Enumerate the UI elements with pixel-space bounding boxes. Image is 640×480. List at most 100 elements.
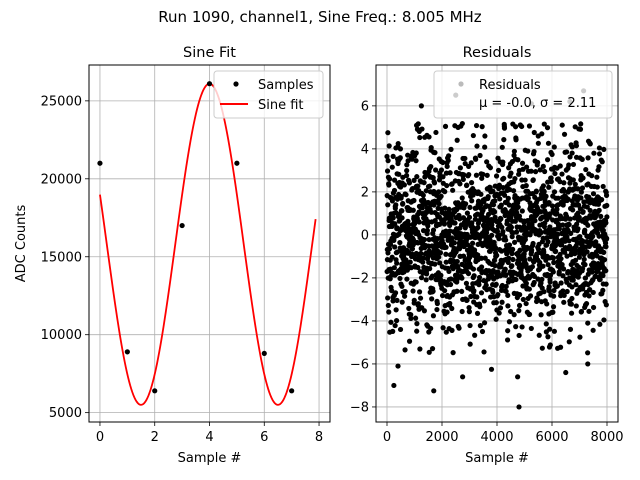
residual-point [432,150,438,156]
residual-point [603,281,609,287]
residuals-y-tick-label: 6 [361,99,369,114]
residual-point [427,183,433,189]
residual-point [429,296,435,302]
residual-point [454,137,460,143]
residual-point [498,216,504,222]
residual-point [457,181,463,187]
residual-point [470,132,476,139]
residual-point [416,219,422,225]
residual-point [411,197,417,204]
residual-point [391,265,397,271]
residual-point [508,308,514,315]
residual-point [551,144,557,150]
residual-point [394,260,400,266]
residual-point [446,153,452,159]
sine-fit-y-tick-label: 10000 [41,328,82,343]
residual-point [495,292,501,298]
residual-point [484,172,490,178]
residual-point [485,211,492,218]
residual-point [424,227,430,234]
sine-fit-y-tick-label: 15000 [41,250,82,265]
residual-point [444,163,450,170]
residual-point [596,233,602,239]
residual-point [466,214,473,220]
residual-point [397,146,404,152]
residual-point [599,159,605,165]
residual-point [516,308,522,314]
residual-point [603,268,609,274]
residual-point [423,277,429,283]
residual-point [601,249,607,255]
residual-point [465,270,472,277]
residual-point [538,229,544,236]
residual-point [450,266,456,272]
residual-point [572,257,579,263]
residual-point [394,249,400,255]
residuals-y-tick-label: −8 [350,400,369,415]
residual-point [479,264,485,270]
residual-point [483,282,489,288]
residual-point [444,309,450,315]
residual-point [430,175,436,181]
residual-point [589,173,595,179]
residual-point [385,302,391,309]
residual-point [459,275,465,281]
residual-point [528,325,534,332]
residual-point [569,295,575,302]
residual-point [600,287,606,293]
legend-residuals-label: Residuals [479,78,541,93]
residual-point [509,263,515,269]
residual-point [541,249,547,255]
residual-point [598,213,604,219]
residual-point [399,215,405,221]
residual-point [492,198,498,204]
residual-point [513,137,519,143]
residual-point [547,272,554,278]
residual-point [406,305,412,312]
legend-residuals-stats: μ = -0.0, σ = 2.11 [479,96,596,111]
residual-point [442,288,448,294]
residual-point [436,254,442,260]
residual-point [545,140,552,146]
residual-point [502,266,508,272]
residual-outlier-point [515,374,521,380]
residual-point [443,170,449,176]
residual-point [513,324,519,330]
residual-point [577,334,583,340]
residual-point [568,310,575,316]
residual-point [557,344,564,350]
residual-point [430,288,436,294]
residual-point [591,150,597,156]
residual-point [414,174,420,180]
residual-point [573,143,580,149]
sine-fit-x-tick-label: 2 [151,430,159,445]
residual-point [509,251,515,257]
residual-point [503,288,509,294]
residual-point [492,263,498,269]
residual-point [582,275,589,281]
residual-point [482,133,488,139]
residual-point [517,292,523,298]
residual-point [426,134,432,140]
sine-fit-x-tick-label: 0 [96,430,104,445]
residual-point [490,289,496,295]
residual-point [468,180,475,186]
residual-point [516,213,523,219]
residual-point [536,332,542,338]
residual-point [560,288,566,294]
residual-point [393,307,399,313]
residual-point [554,206,560,212]
residual-point [505,292,511,299]
residual-point [584,239,590,245]
residual-point [547,342,553,348]
legend-samples-label: Samples [258,78,314,93]
residual-point [578,189,584,195]
residual-point [515,200,521,206]
sample-point [152,388,158,394]
residual-point [550,255,557,261]
residual-point [511,188,517,194]
residual-point [579,156,585,163]
residual-point [568,301,574,307]
residual-point [561,292,567,298]
residual-point [395,140,401,147]
